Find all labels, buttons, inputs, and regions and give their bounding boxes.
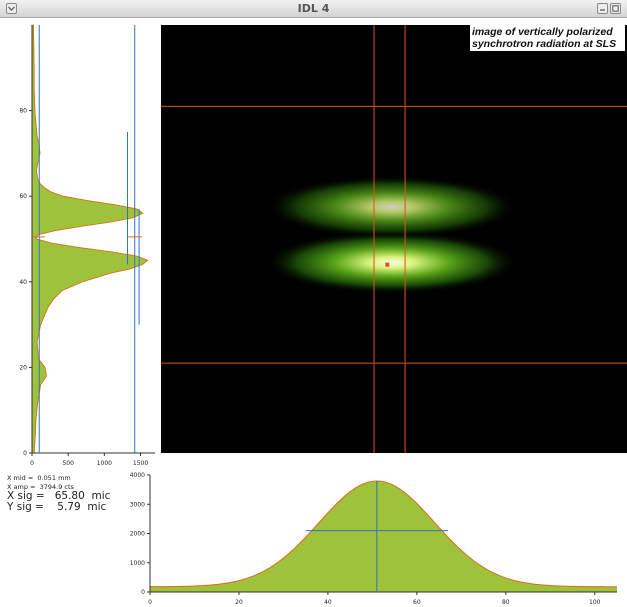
horizontal-profile-x-tick-label: 100 — [589, 599, 601, 606]
vertical-profile-x-tick-label: 1000 — [97, 460, 112, 467]
vertical-profile-x-tick-label: 1500 — [133, 460, 148, 467]
minimize-icon — [600, 9, 605, 11]
window-title: IDL 4 — [297, 2, 330, 15]
horizontal-profile-y-tick-label: 2000 — [130, 531, 145, 538]
horizontal-profile-x-tick-label: 60 — [413, 599, 421, 606]
horizontal-profile-x-tick-label: 0 — [148, 599, 152, 606]
window-minimize-button[interactable] — [597, 3, 608, 14]
vertical-profile-y-tick-label: 20 — [19, 364, 27, 371]
maximize-icon — [612, 5, 619, 12]
x-mid-readout: X mid = 0.051 mm — [7, 474, 71, 482]
horizontal-profile-x-tick-label: 20 — [235, 599, 243, 606]
horizontal-profile-y-tick-label: 4000 — [130, 472, 145, 479]
vertical-profile-y-tick-label: 80 — [19, 108, 27, 115]
chevron-down-icon — [8, 6, 15, 11]
image-lobe-2 — [264, 175, 519, 239]
window-menu-button[interactable] — [6, 3, 17, 14]
vertical-profile-x-tick-label: 0 — [30, 460, 34, 467]
horizontal-profile-fit — [149, 480, 618, 588]
horizontal-profile-y-tick-label: 1000 — [130, 560, 145, 567]
horizontal-profile-x-tick-label: 80 — [502, 599, 510, 606]
vertical-profile-y-tick-label: 0 — [23, 450, 27, 457]
image-lobes — [264, 175, 519, 294]
x-amp-readout: X amp = 3794.9 cts — [7, 483, 74, 491]
y-sig-readout: Y sig = 5.79 mic — [7, 501, 107, 513]
horizontal-profile-area — [150, 480, 617, 592]
window-titlebar: IDL 4 — [0, 0, 627, 18]
vertical-profile-fit — [33, 24, 149, 454]
image-title-line-1: image of vertically polarized — [472, 26, 613, 38]
vertical-profile-y-tick-label: 40 — [19, 279, 27, 286]
window-maximize-button[interactable] — [610, 3, 621, 14]
vertical-profile-area — [31, 24, 149, 454]
vertical-profile-y-tick-label: 60 — [19, 193, 27, 200]
image-title: image of vertically polarized synchrotro… — [470, 25, 625, 51]
image-lobe-1 — [264, 231, 519, 294]
horizontal-profile-y-tick-label: 0 — [141, 589, 145, 596]
peak-marker — [385, 262, 390, 267]
horizontal-profile-x-tick-label: 40 — [324, 599, 332, 606]
vertical-profile-chart: 0 20 40 60 80 0 500 1000 1500 — [19, 24, 155, 467]
horizontal-profile-y-tick-label: 3000 — [130, 501, 145, 508]
horizontal-profile-chart: 0 1000 2000 3000 4000 0 20 40 60 80 100 — [130, 472, 618, 606]
x-sig-readout: X sig = 65.80 mic — [7, 490, 111, 502]
image-title-line-2: synchrotron radiation at SLS — [472, 38, 617, 50]
vertical-profile-x-tick-label: 500 — [62, 460, 74, 467]
image-crosshairs — [161, 25, 627, 453]
